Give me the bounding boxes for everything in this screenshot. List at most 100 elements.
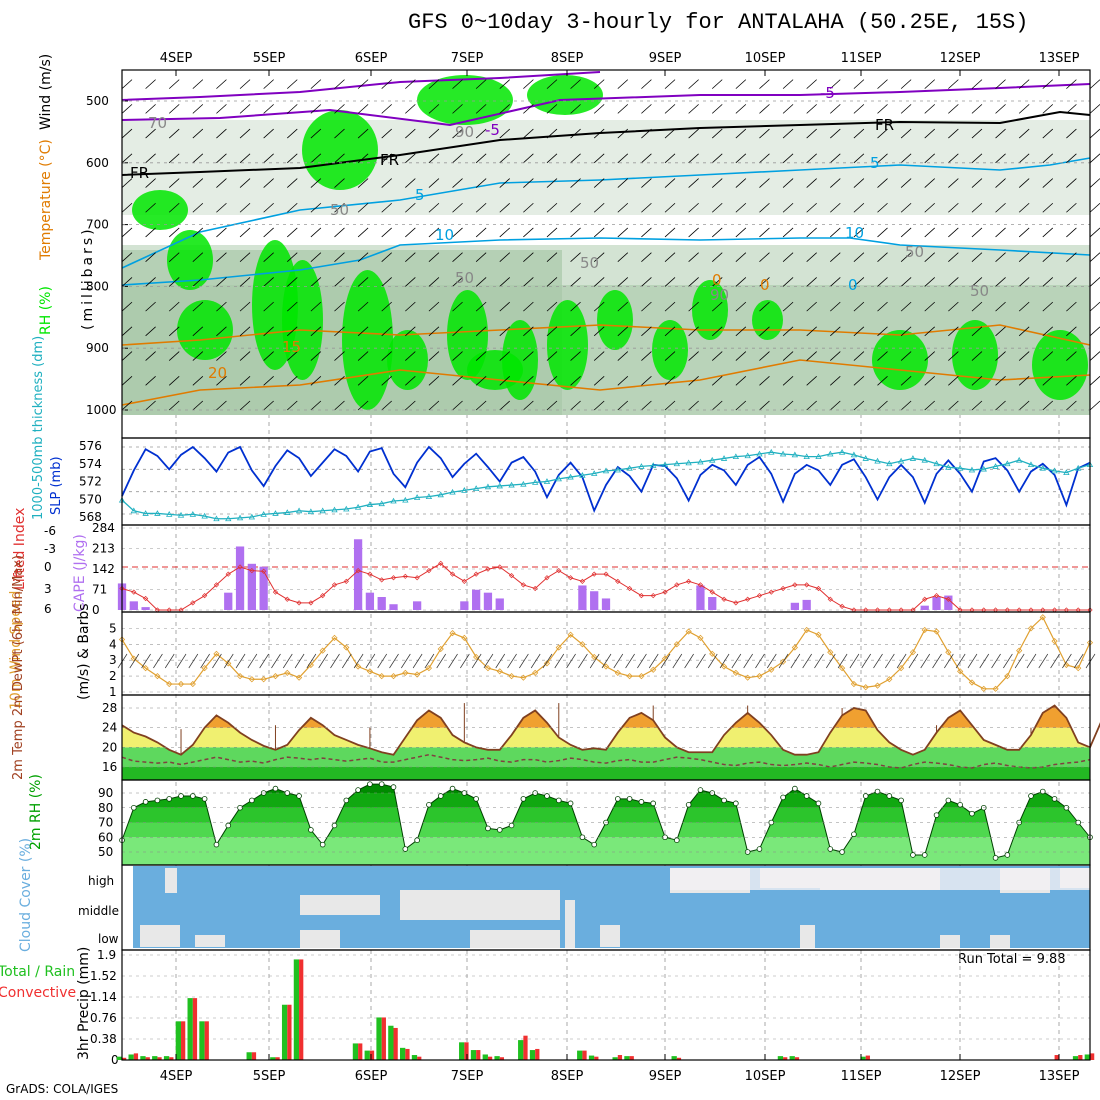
- wind-barb: [357, 252, 369, 262]
- wind-barb: [357, 128, 369, 139]
- wind-barb: [664, 277, 676, 287]
- wind-barb: [830, 79, 841, 89]
- wind-barb: [1066, 400, 1077, 411]
- wind-barb: [1066, 79, 1077, 89]
- wind-barb: [168, 400, 180, 411]
- wind-barb: [1089, 277, 1100, 287]
- thickness-tick-label: 568: [79, 510, 102, 524]
- wind10-barb: [648, 653, 659, 669]
- wind10-barb: [164, 653, 175, 669]
- wind-barb: [216, 400, 227, 411]
- thickness-tick-label: 570: [79, 492, 102, 506]
- wind-barb: [216, 301, 227, 312]
- cape-tick-label: 213: [92, 542, 115, 556]
- wind-barb: [357, 202, 369, 213]
- wind-barb: [853, 227, 865, 238]
- thickness-point: [319, 507, 326, 514]
- wind-barb: [806, 375, 817, 386]
- wind-barb: [405, 104, 416, 114]
- li-point: [768, 589, 774, 595]
- wind-barb: [334, 301, 345, 312]
- thickness-point: [331, 506, 338, 513]
- contour-label: FR: [130, 164, 149, 182]
- wind-barb: [688, 252, 699, 262]
- wind10-point: [921, 626, 928, 634]
- wind-barb: [546, 301, 558, 312]
- wind-barb: [735, 326, 747, 337]
- precip-conv-bar: [181, 1021, 186, 1060]
- precip-total-bar: [529, 1050, 536, 1060]
- wind-barb: [688, 351, 699, 361]
- precip-total-bar: [577, 1050, 583, 1060]
- contour-label: -5: [820, 84, 835, 102]
- wind-barb: [192, 202, 204, 213]
- wind10-point: [591, 653, 598, 661]
- wind10-point: [779, 658, 787, 665]
- rh-point: [131, 804, 137, 811]
- cape-bar: [389, 604, 398, 610]
- wind-barb: [168, 375, 180, 386]
- wind10-point: [425, 665, 433, 672]
- wind-barb: [688, 227, 699, 238]
- thickness-point: [343, 505, 350, 512]
- wind-barb: [121, 400, 133, 411]
- cloud-gap: [195, 935, 225, 947]
- wind-barb: [1089, 104, 1100, 114]
- rh-point: [780, 794, 786, 801]
- temp-tick-label: 28: [102, 701, 117, 715]
- wind10-barb: [743, 653, 753, 669]
- thickness-point: [815, 453, 822, 460]
- wind-barb: [381, 178, 392, 188]
- wind-barb: [357, 277, 369, 287]
- wind-barb: [806, 202, 817, 213]
- li-point: [780, 585, 786, 592]
- wind-barb: [381, 375, 392, 386]
- wind-barb: [924, 252, 935, 262]
- rh-moist-area: [302, 110, 378, 190]
- wind-barb: [546, 202, 558, 213]
- wind-barb: [924, 400, 935, 411]
- wind-barb: [735, 277, 747, 287]
- thickness-point: [744, 452, 751, 459]
- wind-barb: [641, 178, 652, 188]
- precip-conv-bar: [393, 1027, 398, 1060]
- thickness-point: [567, 473, 574, 480]
- cape-axis-label: CAPE (J/kg): [72, 534, 88, 612]
- wind-barb: [168, 128, 180, 139]
- wind-barb: [287, 128, 298, 139]
- wind10-barb: [802, 653, 812, 669]
- thickness-point: [614, 466, 621, 473]
- wind-barb: [853, 202, 865, 213]
- wind-barb: [475, 153, 487, 164]
- thickness-point: [768, 448, 775, 455]
- wind-barb: [263, 277, 274, 287]
- wind-barb: [334, 375, 345, 386]
- rh-point: [426, 801, 432, 808]
- cape-bar: [129, 601, 138, 610]
- wind-barb: [428, 178, 440, 188]
- wind-barb: [593, 351, 605, 361]
- wind10-barb: [944, 653, 954, 669]
- thickness-point: [1015, 456, 1023, 463]
- wind-barb: [499, 351, 511, 361]
- contour-label: 5: [870, 154, 880, 172]
- wind-barb: [405, 326, 416, 337]
- wind-barb: [735, 153, 747, 164]
- wind-barb: [168, 104, 180, 114]
- rh-point: [1051, 796, 1058, 802]
- wind10-point: [414, 671, 421, 678]
- wind-barb: [381, 400, 392, 411]
- wind-barb: [830, 153, 841, 164]
- wind10-point: [850, 680, 858, 688]
- precip-conv-bar: [299, 959, 304, 1060]
- cloud-gap: [470, 930, 560, 948]
- wind-barb: [688, 202, 699, 213]
- cape-bar: [601, 598, 611, 610]
- wind10-tick-label: 3: [109, 653, 117, 667]
- wind10-point: [319, 647, 326, 654]
- wind-barb: [192, 351, 204, 361]
- wind-barb: [310, 252, 322, 262]
- rh-point: [319, 841, 326, 848]
- chart-title: GFS 0~10day 3-hourly for ANTALAHA (50.25…: [408, 10, 1029, 35]
- precip-total-bar: [494, 1056, 500, 1060]
